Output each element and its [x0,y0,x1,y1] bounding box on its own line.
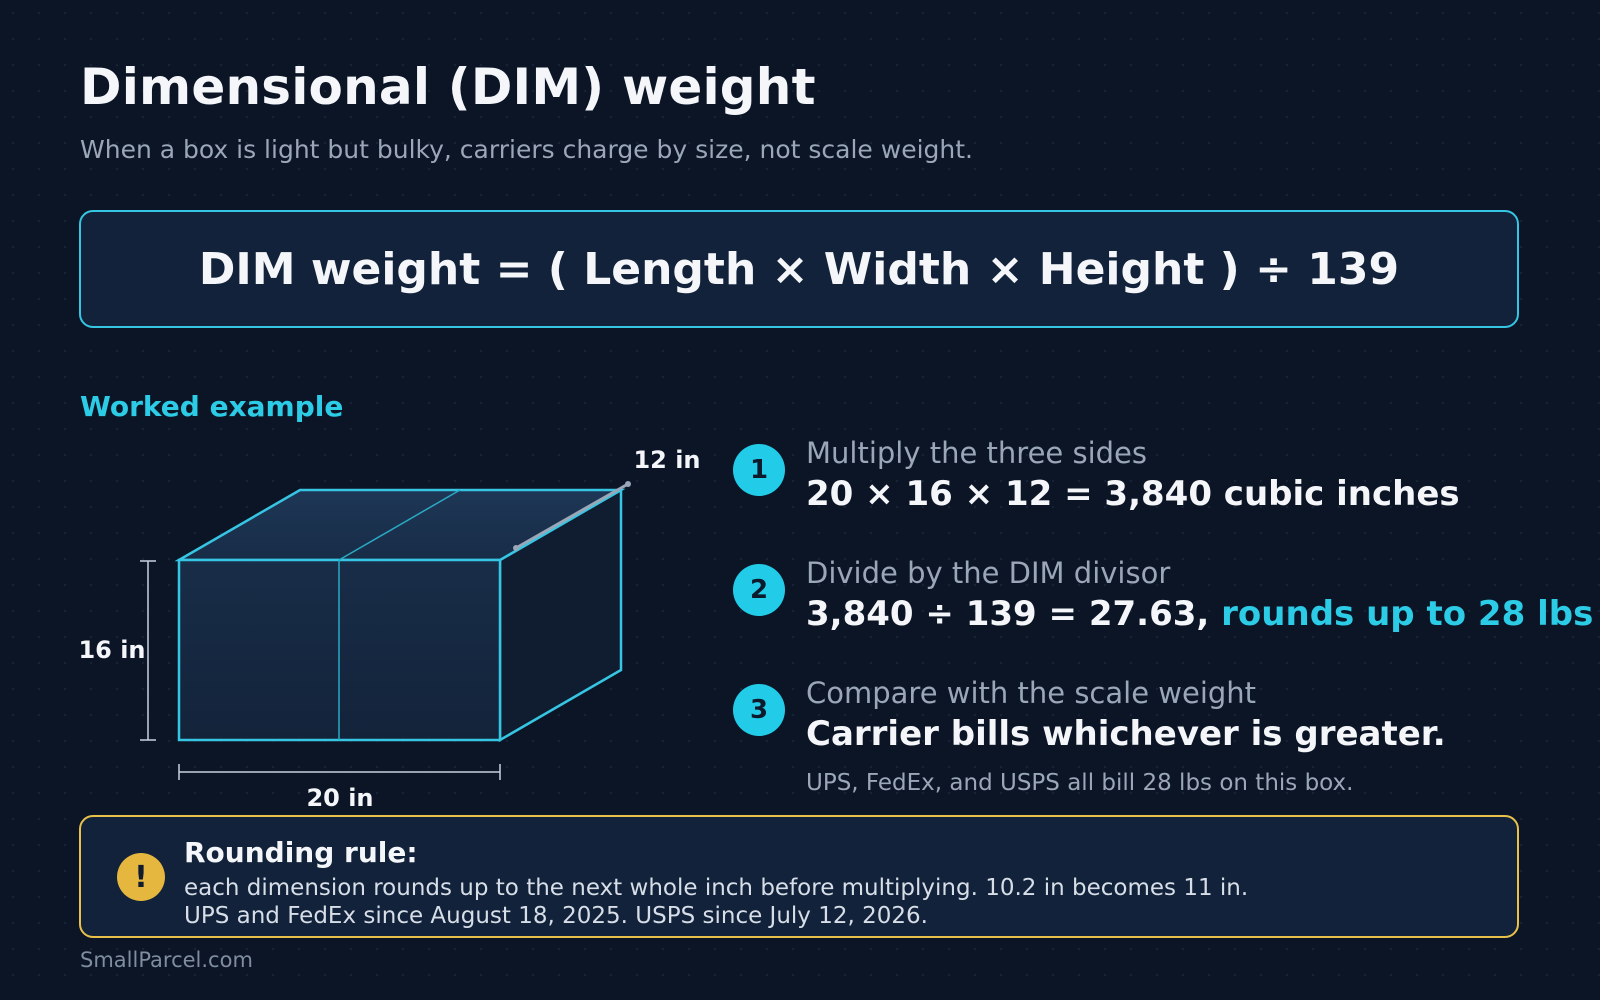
step-calculation: 3,840 ÷ 139 = 27.63, rounds up to 28 lbs [806,594,1593,634]
depth-dimension-end-start [513,545,519,551]
depth-label: 12 in [633,446,700,474]
warning-icon: ! [117,853,165,901]
length-label: 20 in [306,784,373,812]
step-label: Multiply the three sides [806,436,1148,470]
page-title: Dimensional (DIM) weight [80,58,816,116]
step-number-badge: 2 [733,564,785,616]
box-diagram: 16 in 20 in 12 in [78,446,700,812]
step-label: Compare with the scale weight [806,676,1257,710]
formula-text: DIM weight = ( Length × Width × Height )… [198,243,1400,295]
step-number-badge: 1 [733,444,785,496]
rounding-rule-text: each dimension rounds up to the next who… [184,875,1249,901]
step-label: Divide by the DIM divisor [806,556,1171,590]
depth-dimension-line [515,482,629,550]
worked-example-label: Worked example [80,390,344,423]
step-calculation-text: 3,840 ÷ 139 = 27.63, [806,594,1210,634]
page-subtitle: When a box is light but bulky, carriers … [80,135,973,164]
depth-dimension-end-finish [625,481,631,487]
step-highlight: rounds up to 28 lbs [1221,594,1594,634]
rounding-rule-title: Rounding rule: [184,836,418,869]
step-conclusion: Carrier bills whichever is greater. [806,714,1446,754]
step-number-badge: 3 [733,684,785,736]
step-note: UPS, FedEx, and USPS all bill 28 lbs on … [806,770,1354,796]
rounding-rule-callout: ! Rounding rule: each dimension rounds u… [79,815,1519,938]
formula-panel: DIM weight = ( Length × Width × Height )… [79,210,1519,328]
height-label: 16 in [78,636,145,664]
box-seam-top [338,489,461,561]
source-credit: SmallParcel.com [80,948,253,972]
rounding-rule-dates: UPS and FedEx since August 18, 2025. USP… [184,903,928,929]
step-calculation: 20 × 16 × 12 = 3,840 cubic inches [806,474,1460,514]
